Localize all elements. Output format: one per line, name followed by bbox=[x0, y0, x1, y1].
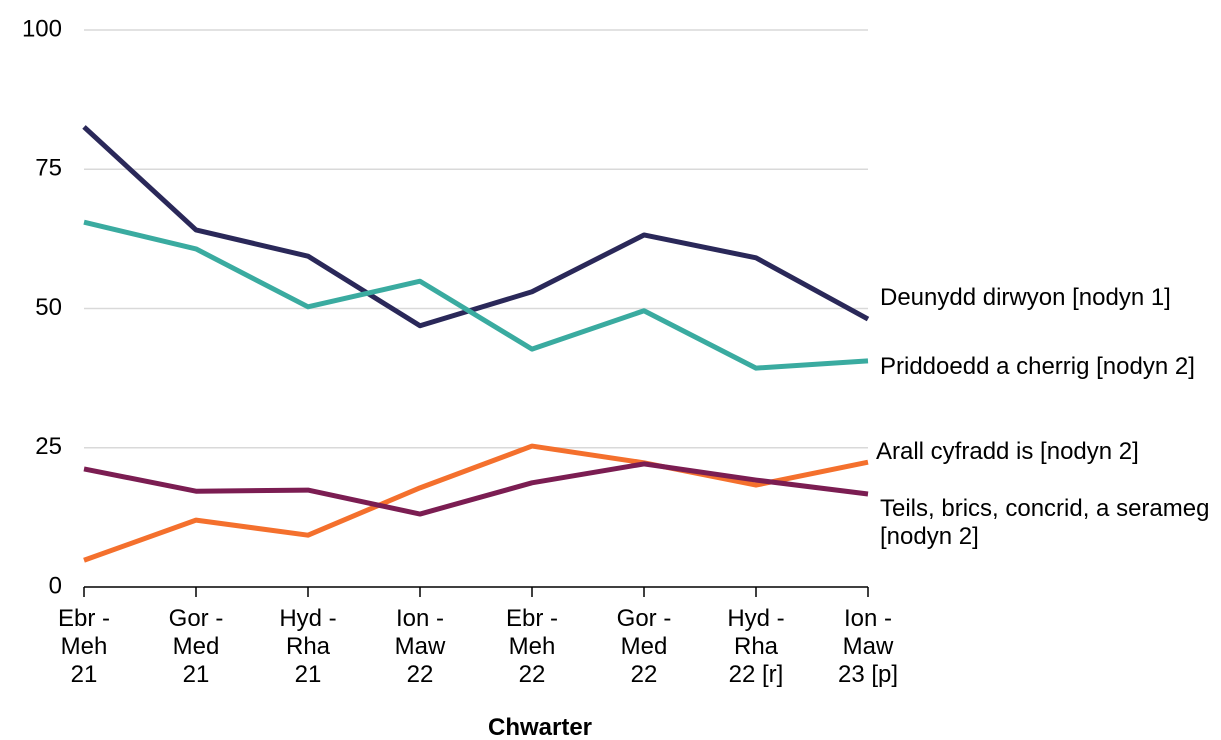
x-tick-label: Ebr - Meh 21 bbox=[57, 605, 110, 688]
y-tick-label: 50 bbox=[35, 294, 62, 321]
x-tick-label: Ebr - Meh 22 bbox=[505, 605, 558, 688]
x-tick-label: Hyd - Rha 21 bbox=[279, 605, 337, 688]
series-line bbox=[83, 219, 869, 371]
series-label: Deunydd dirwyon [nodyn 1] bbox=[880, 284, 1171, 311]
series-label: Arall cyfradd is [nodyn 2] bbox=[876, 438, 1139, 465]
x-tick-label: Ion - Maw 23 [p] bbox=[837, 605, 899, 688]
series-line bbox=[83, 443, 869, 563]
x-axis-title: Chwarter bbox=[487, 714, 593, 740]
x-tick-label: Hyd - Rha 22 [r] bbox=[727, 605, 785, 688]
y-tick-label: 75 bbox=[35, 155, 62, 182]
x-tick-label: Gor - Med 22 bbox=[616, 605, 672, 688]
x-tick-label: Gor - Med 21 bbox=[168, 605, 224, 688]
y-tick-label: 25 bbox=[35, 433, 62, 460]
y-tick-label: 100 bbox=[22, 15, 62, 42]
y-tick-label: 0 bbox=[49, 572, 62, 599]
x-tick-label: Ion - Maw 22 bbox=[394, 605, 446, 688]
series-line bbox=[82, 125, 870, 329]
series-label: Teils, brics, concrid, a serameg [nodyn … bbox=[880, 495, 1210, 550]
series-label: Priddoedd a cherrig [nodyn 2] bbox=[880, 353, 1195, 380]
series-line bbox=[83, 461, 869, 517]
